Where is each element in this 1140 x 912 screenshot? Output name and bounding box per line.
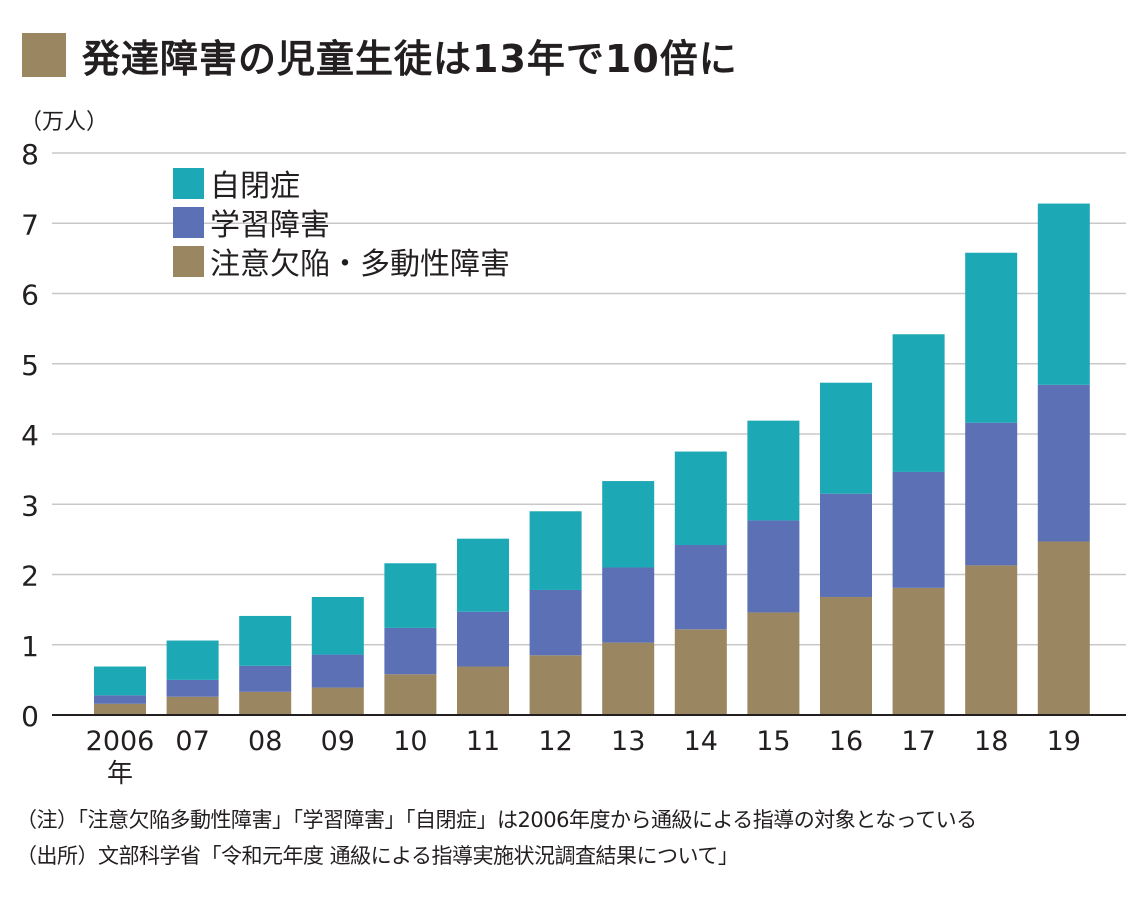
bar-segment-adhd [674, 629, 727, 715]
bar-segment-learning-disability [892, 471, 945, 588]
y-tick-label: 8 [21, 138, 39, 171]
y-tick-label: 7 [21, 208, 39, 241]
bar-segment-learning-disability [311, 654, 364, 688]
legend-label: 学習障害 [210, 208, 330, 243]
title-marker [22, 33, 66, 77]
bar-segment-learning-disability [602, 567, 655, 643]
x-tick-label: 13 [611, 726, 645, 757]
x-tick-label: 12 [538, 726, 572, 757]
note-footnote: （注）「注意欠陥多動性障害」「学習障害」「自閉症」は2006年度から通級による指… [16, 808, 977, 832]
x-tick-label: 09 [321, 726, 355, 757]
x-tick-label: 19 [1047, 726, 1081, 757]
bar-segment-adhd [94, 703, 146, 715]
bar-segment-autism [457, 538, 509, 612]
y-tick-label: 4 [21, 419, 39, 452]
bar-segment-autism [94, 666, 146, 696]
bar-segment-learning-disability [239, 665, 292, 692]
bar-segment-learning-disability [674, 544, 727, 630]
bar-segment-adhd [384, 674, 437, 715]
y-tick-label: 0 [21, 700, 39, 733]
bar-segment-adhd [820, 596, 872, 715]
bar-segment-learning-disability [384, 627, 437, 675]
bar-segment-autism [166, 640, 219, 680]
legend-label: 自閉症 [210, 169, 300, 204]
bar-segment-learning-disability [529, 589, 582, 656]
x-tick-label: 10 [393, 726, 427, 757]
x-tick-label: 2006 [86, 726, 155, 757]
x-tick-label: 11 [466, 726, 500, 757]
y-tick-label: 3 [21, 489, 39, 522]
bar-segment-learning-disability [1037, 384, 1090, 542]
bar-segment-adhd [892, 587, 945, 715]
y-tick-label: 5 [21, 349, 39, 382]
bar-segment-adhd [311, 687, 364, 715]
legend-swatch [173, 207, 204, 238]
bar-segment-adhd [747, 612, 800, 715]
legend-swatch [173, 246, 204, 277]
x-tick-label: 18 [974, 726, 1008, 757]
bar-segment-autism [674, 451, 727, 545]
bar-segment-autism [1037, 203, 1090, 385]
chart-title: 発達障害の児童生徒は13年で10倍に [22, 30, 738, 81]
bar-segment-autism [311, 596, 364, 655]
y-tick-label: 1 [21, 630, 39, 663]
bar-segment-autism [239, 615, 292, 666]
bar-segment-learning-disability [820, 493, 872, 597]
bar-segment-learning-disability [965, 422, 1018, 566]
x-tick-label: 17 [901, 726, 935, 757]
x-tick-label: 08 [248, 726, 282, 757]
x-tick-year-suffix: 年 [107, 759, 133, 789]
legend-label: 注意欠陥・多動性障害 [210, 247, 510, 282]
bar-segment-autism [747, 420, 800, 521]
x-tick-label: 14 [684, 726, 718, 757]
note-source: （出所）文部科学省「令和元年度 通級による指導実施状況調査結果について」 [16, 844, 739, 868]
bar-segment-adhd [602, 642, 655, 715]
bar-segment-adhd [239, 691, 292, 715]
bar-segment-autism [965, 252, 1018, 423]
bar-segment-learning-disability [457, 611, 509, 667]
bar-segment-autism [602, 481, 655, 568]
y-tick-label: 6 [21, 279, 39, 312]
bar-segment-adhd [529, 655, 582, 715]
title-text: 発達障害の児童生徒は13年で10倍に [82, 36, 738, 81]
y-tick-label: 2 [21, 560, 39, 593]
bar-segment-adhd [1037, 541, 1090, 715]
bar-segment-adhd [965, 565, 1018, 715]
bar-segment-adhd [166, 696, 219, 715]
bar-segment-autism [892, 334, 945, 472]
legend-swatch [173, 168, 204, 199]
bar-segment-learning-disability [747, 520, 800, 613]
bar-segment-autism [820, 382, 872, 494]
bar-segment-learning-disability [94, 695, 146, 704]
bar-segment-autism [529, 511, 582, 590]
bar-segment-autism [384, 563, 437, 628]
bar-segment-learning-disability [166, 679, 219, 697]
y-axis-unit-label: （万人） [20, 110, 109, 135]
bar-segment-adhd [457, 666, 509, 715]
x-tick-label: 15 [756, 726, 790, 757]
x-tick-label: 16 [829, 726, 863, 757]
x-tick-label: 07 [175, 726, 209, 757]
